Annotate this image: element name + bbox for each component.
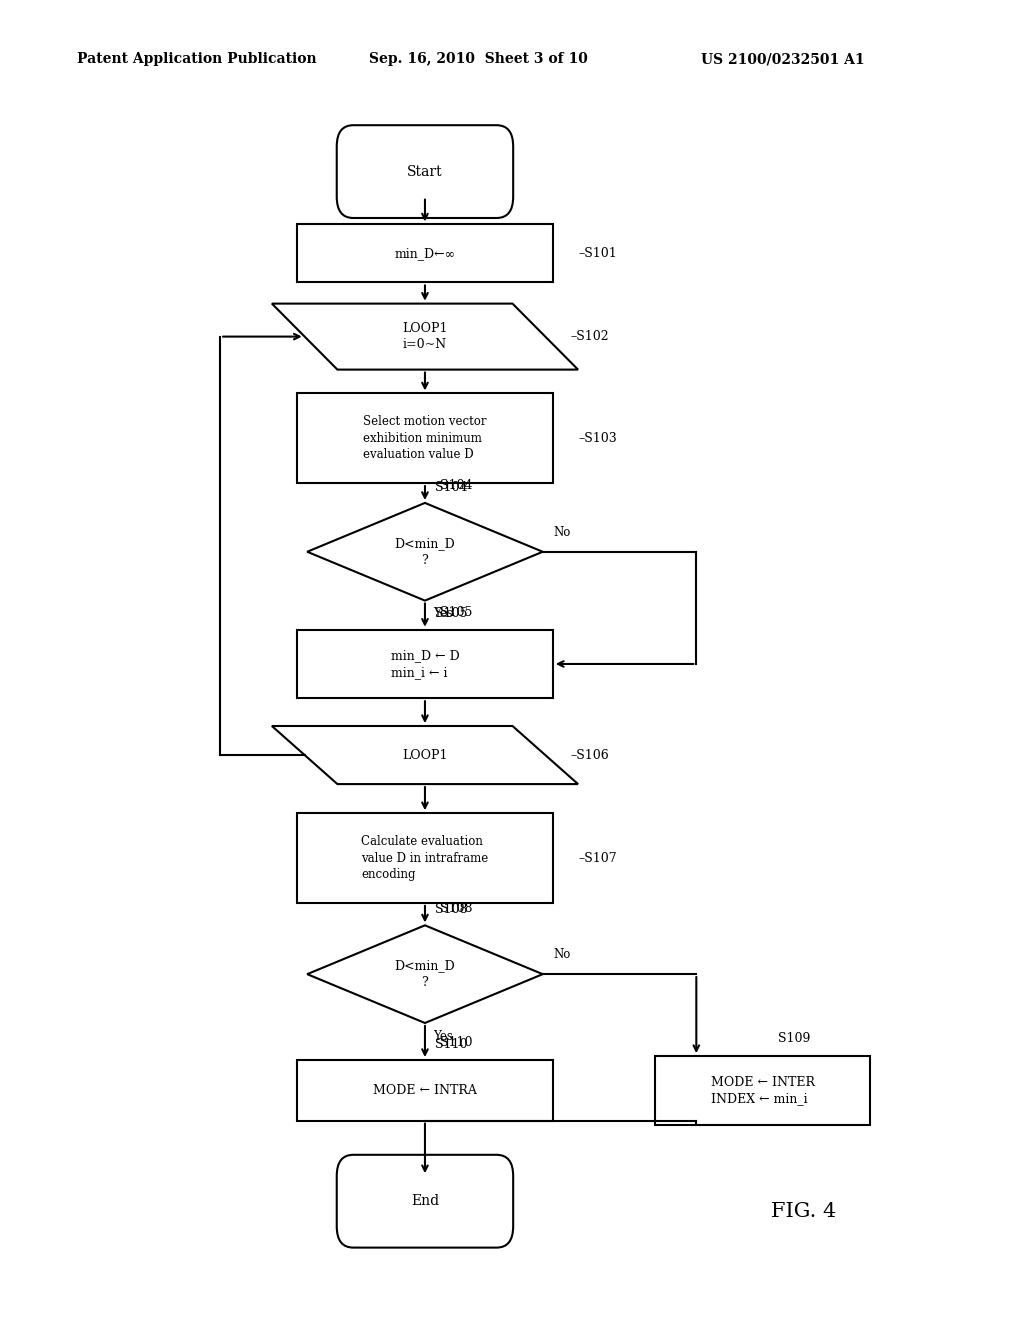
Text: –S107: –S107	[579, 851, 617, 865]
Text: LOOP1
i=0~N: LOOP1 i=0~N	[402, 322, 447, 351]
Polygon shape	[271, 726, 578, 784]
Bar	[297, 630, 553, 698]
Text: S104: S104	[440, 479, 473, 492]
Text: S104: S104	[435, 480, 468, 494]
Text: S108: S108	[440, 902, 473, 915]
Text: LOOP1: LOOP1	[402, 748, 447, 762]
Text: –S103: –S103	[579, 432, 617, 445]
Text: FIG. 4: FIG. 4	[771, 1203, 837, 1221]
Text: No: No	[553, 948, 570, 961]
Text: US 2100/0232501 A1: US 2100/0232501 A1	[701, 53, 865, 66]
Text: –S106: –S106	[571, 748, 609, 762]
Text: Select motion vector
exhibition minimum
evaluation value D: Select motion vector exhibition minimum …	[364, 416, 486, 461]
Bar	[297, 224, 553, 282]
Polygon shape	[307, 503, 543, 601]
Text: Sep. 16, 2010  Sheet 3 of 10: Sep. 16, 2010 Sheet 3 of 10	[369, 53, 588, 66]
Polygon shape	[271, 304, 578, 370]
Text: S105: S105	[435, 607, 468, 620]
Text: End: End	[411, 1195, 439, 1208]
Text: D<min_D
?: D<min_D ?	[394, 537, 456, 566]
FancyBboxPatch shape	[337, 1155, 513, 1247]
Text: S110: S110	[440, 1036, 473, 1049]
Text: MODE ← INTER
INDEX ← min_i: MODE ← INTER INDEX ← min_i	[711, 1076, 815, 1105]
Text: D<min_D
?: D<min_D ?	[394, 960, 456, 989]
Text: S105: S105	[440, 606, 473, 619]
Text: No: No	[553, 525, 570, 539]
Text: Yes: Yes	[433, 607, 453, 620]
Text: S110: S110	[435, 1038, 468, 1051]
Text: min_D←∞: min_D←∞	[394, 247, 456, 260]
Text: –S101: –S101	[579, 247, 617, 260]
Text: MODE ← INTRA: MODE ← INTRA	[373, 1084, 477, 1097]
Polygon shape	[307, 925, 543, 1023]
Bar	[297, 393, 553, 483]
Text: Start: Start	[408, 165, 442, 178]
Bar	[655, 1056, 870, 1125]
Bar	[297, 1060, 553, 1121]
Text: –S102: –S102	[571, 330, 609, 343]
Bar	[297, 813, 553, 903]
Text: S108: S108	[435, 903, 468, 916]
Text: S109: S109	[778, 1032, 811, 1045]
Text: min_D ← D
min_i ← i: min_D ← D min_i ← i	[390, 649, 460, 678]
Text: Yes: Yes	[433, 1030, 453, 1043]
Text: Patent Application Publication: Patent Application Publication	[77, 53, 316, 66]
Text: Calculate evaluation
value D in intraframe
encoding: Calculate evaluation value D in intrafra…	[361, 836, 488, 880]
FancyBboxPatch shape	[337, 125, 513, 218]
